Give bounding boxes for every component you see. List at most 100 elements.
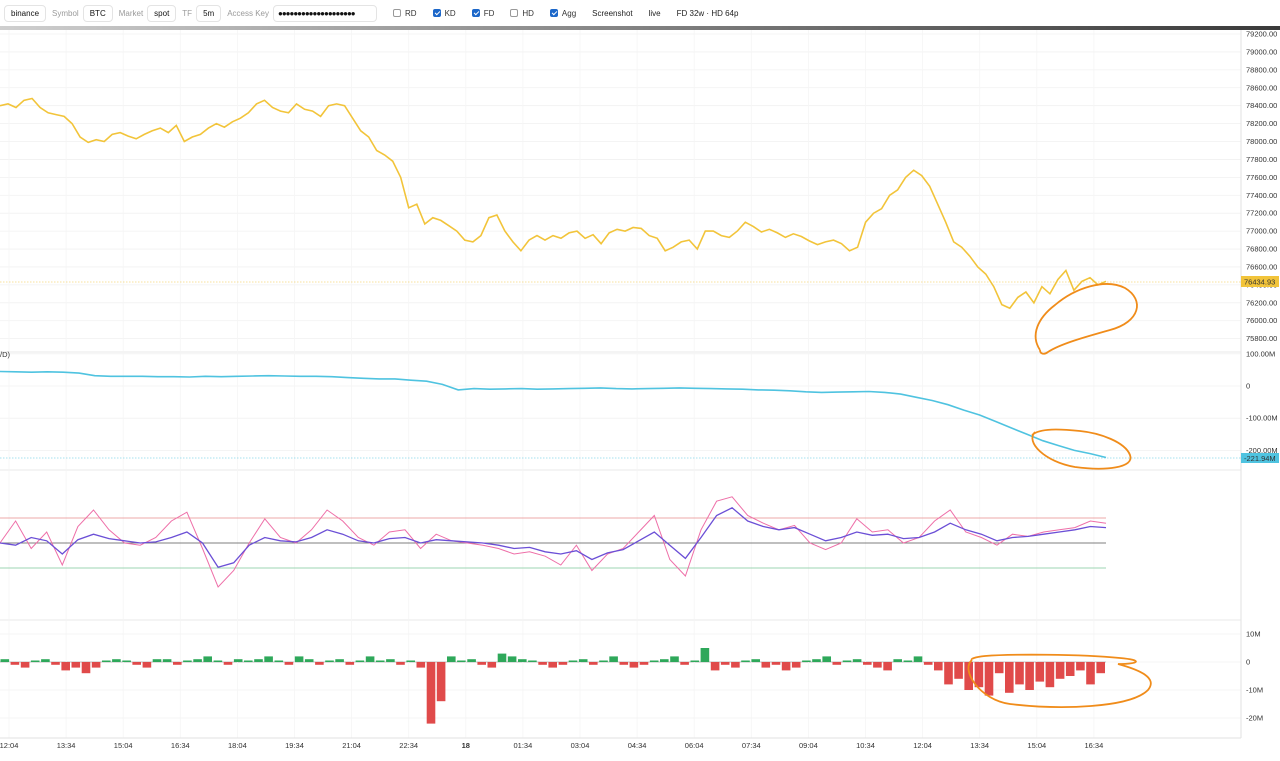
volume-bar [619, 662, 629, 665]
volume-bar [91, 662, 101, 668]
price-tick-label: 79200.00 [1246, 30, 1277, 39]
volume-bar [710, 662, 720, 671]
volume-tick-label: 0 [1246, 658, 1250, 667]
cvd-series-line [0, 370, 1107, 459]
volume-bar [447, 656, 456, 662]
volume-bar [913, 656, 923, 662]
volume-bar [781, 662, 791, 671]
volume-bar [984, 662, 994, 696]
price-tick-label: 77600.00 [1246, 173, 1277, 182]
volume-bar [599, 660, 608, 662]
cvd-current-badge [1241, 453, 1279, 463]
volume-bar [152, 659, 162, 662]
volume-bar [41, 659, 50, 662]
time-tick-label: 06:04 [685, 741, 704, 750]
osc-fast-line [0, 496, 1107, 588]
time-axis[interactable]: 12:04 13:34 15:04 16:34 18:04 19:34 21:04 22:34… [0, 741, 1103, 750]
volume-bar [863, 662, 872, 665]
screenshot-button[interactable]: Screenshot [592, 8, 633, 18]
price-tick-label: 79000.00 [1246, 47, 1277, 56]
volume-bar [923, 662, 933, 665]
toolbar-separator [0, 26, 1280, 30]
price-tick-label: 76200.00 [1246, 298, 1277, 307]
annotation-circle-volume [967, 653, 1152, 708]
volume-bar [639, 662, 649, 665]
time-tick-label: 07:34 [742, 741, 761, 750]
volume-bars [0, 648, 1105, 724]
agg-label: Agg [561, 8, 577, 18]
rd-checkbox-box[interactable] [393, 9, 401, 17]
time-tick-label: 18 [462, 741, 470, 750]
chart-canvas[interactable]: 79200.00 79000.00 78800.00 78600.00 78400.00… [0, 30, 1280, 761]
hd-checkbox-box[interactable] [510, 9, 519, 17]
volume-bar [741, 660, 750, 662]
volume-axis[interactable]: 10M 0 -10M -20M [1246, 630, 1263, 723]
volume-bar [345, 662, 355, 665]
time-tick-label: 04:34 [628, 741, 647, 750]
fd-checkbox-box[interactable] [471, 9, 480, 17]
volume-bar [304, 659, 314, 662]
volume-bar [223, 662, 233, 665]
volume-bar [132, 662, 141, 665]
volume-bar [954, 662, 963, 679]
volume-bar [944, 662, 953, 685]
volume-bar [578, 659, 588, 662]
volume-bar [1025, 662, 1034, 690]
volume-bar [883, 662, 892, 671]
annotation-circle-price [1034, 283, 1138, 355]
price-axis[interactable]: 79200.00 79000.00 78800.00 78600.00 78400.00… [1246, 30, 1277, 343]
cvd-current-label: -221.94M [1244, 454, 1276, 463]
volume-tick-label: -20M [1246, 714, 1263, 723]
cvd-tick-label: 100.00M [1246, 349, 1275, 358]
cvd-tick-label: 0 [1246, 382, 1250, 391]
volume-bar [274, 660, 284, 662]
price-tick-label: 77400.00 [1246, 191, 1277, 200]
rd-checkbox[interactable]: RD [393, 9, 417, 18]
volume-bar [852, 659, 862, 662]
time-tick-label: 12:04 [0, 741, 18, 750]
kd-checkbox-box[interactable] [432, 9, 441, 17]
agg-checkbox[interactable]: Agg [549, 8, 577, 18]
cvd-axis[interactable]: 100.00M 0 -100.00M -200.00M [1246, 349, 1278, 455]
volume-bar [589, 662, 598, 665]
price-tick-label: 78000.00 [1246, 137, 1277, 146]
volume-tick-label: 10M [1246, 630, 1261, 639]
price-tick-label: 78600.00 [1246, 83, 1277, 92]
access-key-input[interactable]: ●●●●●●●●●●●●●●●●●●●● [273, 4, 377, 22]
price-tick-label: 77000.00 [1246, 227, 1277, 236]
fd-checkbox[interactable]: FD [471, 9, 494, 18]
volume-bar [10, 662, 20, 665]
kd-checkbox[interactable]: KD [432, 9, 456, 18]
cvd-panel-label: /D) [0, 350, 11, 359]
price-tick-label: 77200.00 [1246, 209, 1277, 218]
volume-bar [812, 659, 821, 662]
volume-bar [1086, 662, 1095, 685]
volume-bar [538, 662, 547, 665]
volume-bar [233, 659, 243, 662]
tf-select[interactable]: 5m [196, 4, 222, 22]
volume-bar [802, 660, 811, 662]
market-select[interactable]: spot [147, 4, 177, 22]
live-button[interactable]: live [648, 8, 661, 18]
symbol-input[interactable]: BTC [82, 4, 113, 22]
volume-bar [467, 659, 476, 662]
hd-checkbox[interactable]: HD [510, 9, 534, 18]
volume-tick-label: -10M [1246, 686, 1263, 695]
volume-bar [822, 656, 831, 662]
rd-label: RD [405, 8, 417, 18]
time-tick-label: 16:34 [171, 741, 190, 750]
price-current-label: 76434.93 [1244, 278, 1275, 287]
agg-checkbox-box[interactable] [549, 9, 558, 17]
access-key-label: Access Key [227, 8, 269, 18]
volume-bar [1096, 662, 1105, 674]
tf-label: TF [182, 8, 193, 18]
cvd-tick-label: -200.00M [1246, 446, 1278, 455]
exchange-select[interactable]: binance [4, 4, 47, 22]
volume-bar [1005, 662, 1014, 693]
price-series-line [0, 97, 1107, 310]
volume-bar [528, 660, 537, 662]
volume-bar [700, 648, 710, 662]
volume-bar [396, 662, 405, 665]
volume-bar [416, 662, 426, 668]
price-tick-label: 78800.00 [1246, 65, 1277, 74]
